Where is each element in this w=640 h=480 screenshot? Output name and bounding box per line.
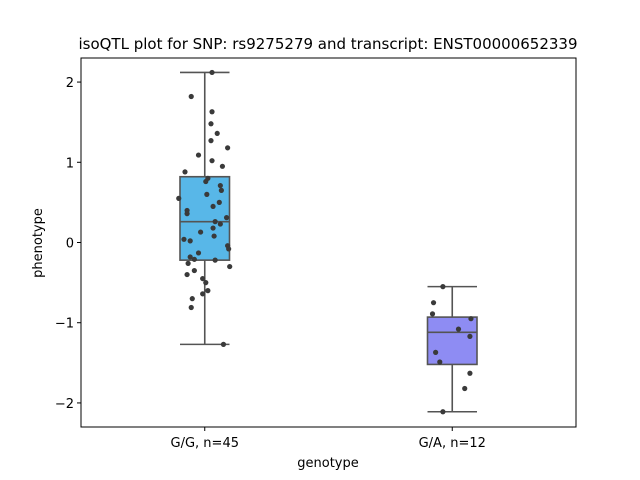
data-point (430, 300, 437, 306)
data-point (211, 233, 217, 239)
data-point (455, 326, 462, 332)
data-point (429, 311, 436, 317)
data-point (197, 229, 204, 235)
data-point (216, 199, 222, 205)
data-point (433, 349, 439, 355)
data-point (200, 291, 206, 297)
y-tick-label: 1 (66, 156, 74, 171)
data-point (191, 267, 197, 274)
data-point (182, 169, 188, 175)
data-point (467, 370, 473, 376)
data-point (210, 225, 216, 231)
data-point (440, 284, 446, 290)
data-point (209, 69, 215, 76)
box-iqr (426, 316, 478, 366)
data-point (208, 138, 214, 144)
data-point (226, 246, 232, 252)
plot-area: 2 1 0 −1 −2 G/G, n=45 G/A, n=12 (55, 57, 577, 451)
data-point (205, 288, 211, 294)
y-tick-label: −2 (55, 397, 74, 412)
chart-title: isoQTL plot for SNP: rs9275279 and trans… (78, 35, 577, 53)
data-point (210, 203, 216, 210)
data-point (200, 275, 206, 282)
data-point (209, 158, 215, 164)
x-axis-title: genotype (297, 456, 358, 471)
data-point (212, 257, 218, 263)
data-point (440, 409, 446, 415)
data-point (220, 341, 227, 347)
data-point (217, 182, 223, 189)
data-point (191, 256, 197, 262)
data-point (209, 109, 215, 115)
data-point (195, 250, 202, 256)
x-tick-label: G/G, n=45 (171, 436, 239, 451)
y-tick-label: −1 (55, 317, 74, 332)
data-point (184, 211, 190, 217)
data-point (203, 178, 209, 185)
data-point (467, 333, 473, 339)
data-point (204, 191, 210, 197)
data-point (195, 152, 202, 158)
y-tick-label: 2 (66, 76, 74, 91)
y-tick-label: 0 (66, 237, 74, 252)
data-point (181, 236, 187, 242)
data-point (187, 238, 193, 244)
data-point (189, 296, 195, 302)
data-point (214, 130, 220, 137)
data-point (188, 93, 194, 100)
data-point (208, 121, 214, 127)
data-point (176, 195, 182, 201)
data-point (218, 187, 224, 193)
data-point (217, 221, 223, 227)
data-point (185, 260, 191, 266)
plot-frame (80, 57, 577, 428)
data-point (187, 254, 193, 260)
data-point (184, 271, 190, 278)
x-tick-label: G/A, n=12 (419, 436, 486, 451)
data-point (462, 385, 468, 392)
data-point (227, 263, 233, 270)
y-axis-title: phenotype (31, 208, 46, 278)
data-point (212, 219, 218, 225)
data-point (437, 359, 443, 365)
data-point (225, 145, 231, 151)
data-point (203, 280, 209, 286)
data-point (219, 163, 226, 169)
data-point (188, 304, 194, 311)
data-point (223, 215, 230, 221)
data-point (468, 316, 474, 322)
